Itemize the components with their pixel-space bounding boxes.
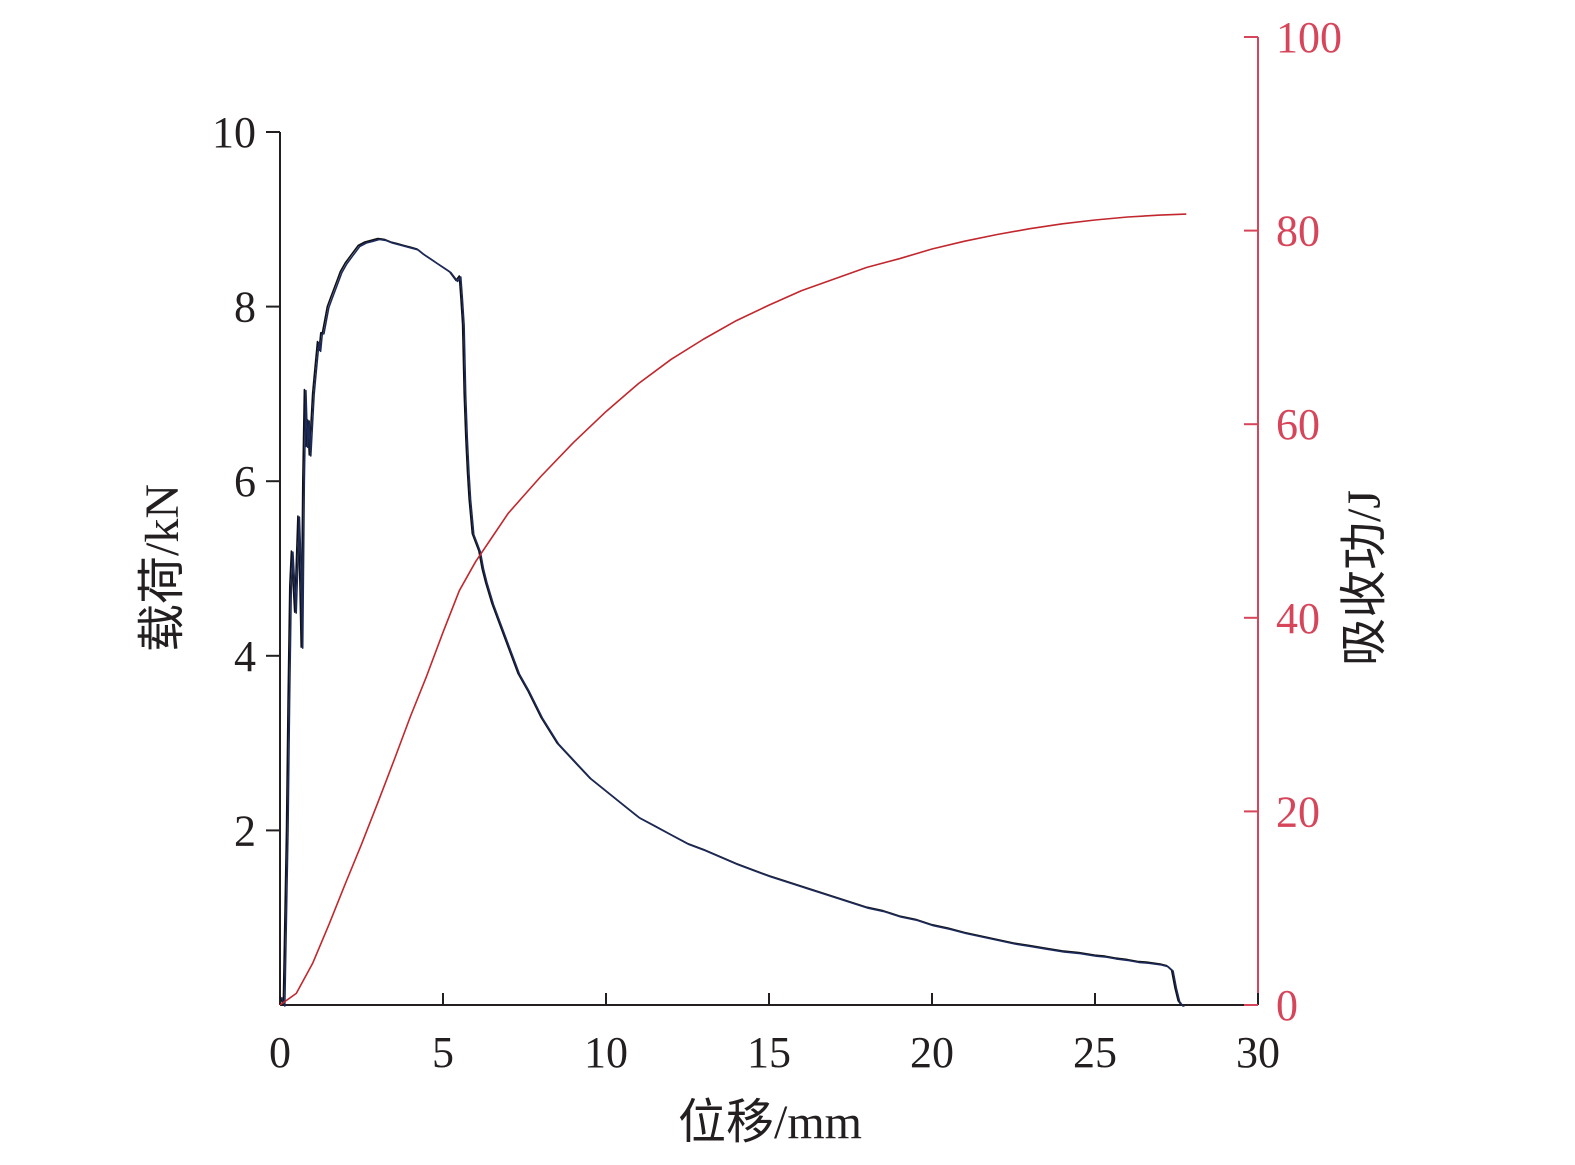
series-layer	[279, 213, 1187, 1007]
y-left-tick-label: 2	[234, 806, 256, 855]
x-tick-label: 15	[747, 1028, 791, 1077]
y-left-tick-label: 6	[234, 457, 256, 506]
x-axis-title: 位移/mm	[678, 1096, 862, 1149]
y-right-tick-label: 100	[1276, 13, 1342, 62]
load-line-dark	[279, 237, 1183, 1006]
y-left-tick-label: 10	[212, 108, 256, 157]
x-tick-label: 0	[269, 1028, 291, 1077]
x-tick-label: 5	[432, 1028, 454, 1077]
y-axis-right-title: 吸收功/J	[1338, 490, 1391, 666]
y-right-tick-label: 0	[1276, 981, 1298, 1030]
y-axis-left-title: 载荷/kN	[136, 484, 189, 652]
y-right-tick-label: 20	[1276, 787, 1320, 836]
x-tick-label: 10	[584, 1028, 628, 1077]
x-tick-label: 30	[1236, 1028, 1280, 1077]
energy-line	[279, 213, 1187, 1006]
axes	[279, 37, 1259, 1006]
x-tick-label: 20	[910, 1028, 954, 1077]
y-left-tick-label: 4	[234, 632, 256, 681]
y-right-tick-label: 40	[1276, 594, 1320, 643]
y-right-tick-label: 80	[1276, 207, 1320, 256]
load-line	[280, 238, 1185, 1007]
x-tick-label: 25	[1073, 1028, 1117, 1077]
y-left-tick-label: 8	[234, 283, 256, 332]
y-right-tick-label: 60	[1276, 400, 1320, 449]
